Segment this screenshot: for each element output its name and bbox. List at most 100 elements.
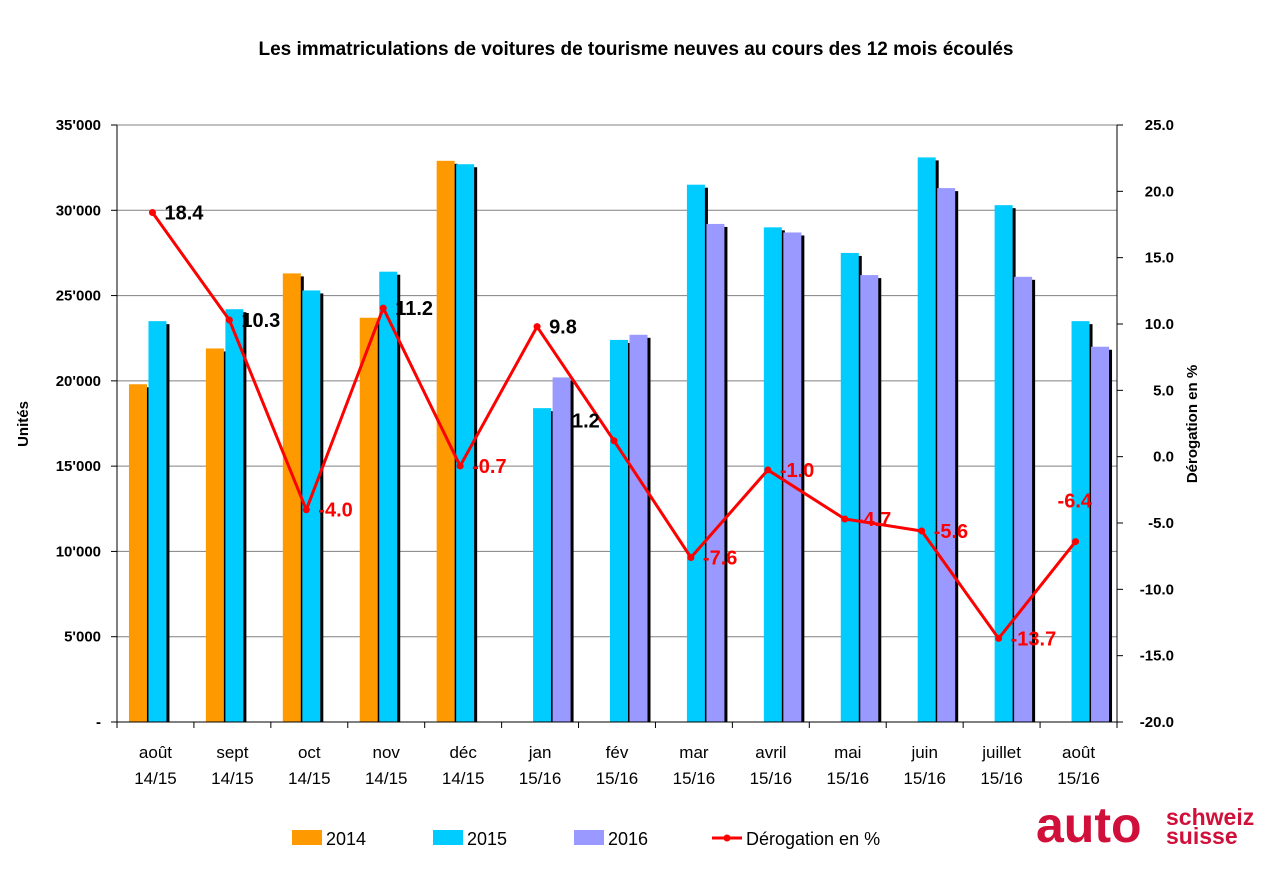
bar-2016 bbox=[937, 188, 956, 722]
y-tick-label: 30'000 bbox=[56, 202, 101, 219]
y2-tick-label: 20.0 bbox=[1145, 183, 1174, 200]
legend-swatch-2014 bbox=[292, 830, 322, 845]
bar-2015 bbox=[379, 271, 398, 722]
x-tick-label: 14/15 bbox=[442, 769, 485, 788]
derogation-data-label: 9.8 bbox=[549, 317, 577, 339]
legend-swatch-2016 bbox=[574, 830, 604, 845]
y-tick-label: 20'000 bbox=[56, 373, 101, 390]
bar-2015 bbox=[686, 184, 705, 722]
bar-2014 bbox=[128, 384, 147, 722]
x-tick-label: déc bbox=[449, 743, 477, 762]
derogation-point bbox=[379, 304, 387, 312]
derogation-data-label: -4.0 bbox=[318, 500, 352, 522]
x-tick-label: 15/16 bbox=[596, 769, 639, 788]
bar-2014 bbox=[205, 348, 224, 722]
x-tick-label: oct bbox=[298, 743, 321, 762]
y-tick-label: 25'000 bbox=[56, 288, 101, 305]
y2-tick-label: 15.0 bbox=[1145, 250, 1174, 267]
legend: 2014 2015 2016 Dérogation en % bbox=[292, 829, 880, 849]
chart-title: Les immatriculations de voitures de tour… bbox=[259, 39, 1014, 60]
logo-auto-text: auto bbox=[1036, 797, 1142, 853]
y2-tick-label: 25.0 bbox=[1145, 117, 1174, 134]
bar-2015 bbox=[840, 252, 859, 722]
derogation-data-label: -13.7 bbox=[1011, 628, 1057, 650]
x-tick-label: 15/16 bbox=[1057, 769, 1100, 788]
derogation-data-label: 18.4 bbox=[164, 203, 204, 225]
legend-label: 2015 bbox=[467, 829, 507, 849]
autoschweiz-logo: auto schweiz suisse bbox=[1036, 797, 1254, 853]
x-tick-label: jan bbox=[528, 743, 552, 762]
x-tick-label: 14/15 bbox=[288, 769, 331, 788]
logo-suisse-text: suisse bbox=[1166, 823, 1238, 849]
y2-tick-label: 5.0 bbox=[1153, 382, 1174, 399]
bar-2015 bbox=[225, 309, 244, 722]
bar-2016 bbox=[1014, 276, 1033, 722]
x-tick-label: juillet bbox=[981, 743, 1021, 762]
derogation-line: 18.4 10.3 -4.0 11.2 -0.7 9.8 1.2 -7.6 -1.0 -4.7 -5… bbox=[148, 203, 1093, 650]
bar-2015 bbox=[994, 205, 1013, 722]
x-tick-label: 15/16 bbox=[980, 769, 1023, 788]
derogation-data-label: -4.7 bbox=[857, 509, 891, 531]
derogation-data-label: 11.2 bbox=[395, 298, 433, 320]
bar-2015 bbox=[610, 339, 628, 722]
bar-2014 bbox=[436, 160, 455, 722]
x-tick-label: mai bbox=[834, 743, 861, 762]
bar-2015 bbox=[1071, 321, 1090, 722]
derogation-point bbox=[918, 527, 926, 535]
bar-2016 bbox=[706, 223, 725, 722]
legend-label: 2014 bbox=[326, 829, 366, 849]
x-tick-label: 14/15 bbox=[134, 769, 177, 788]
bar-2015 bbox=[917, 157, 936, 722]
y-tick-label: 5'000 bbox=[64, 629, 101, 646]
y2-tick-label: -15.0 bbox=[1140, 648, 1174, 665]
bar-2015 bbox=[302, 290, 321, 722]
x-tick-label: juin bbox=[910, 743, 937, 762]
derogation-data-label: -0.7 bbox=[472, 456, 506, 478]
x-tick-label: août bbox=[1062, 743, 1095, 762]
y-tick-label: 15'000 bbox=[56, 458, 101, 475]
bar-2015 bbox=[148, 321, 167, 722]
x-tick-label: 15/16 bbox=[826, 769, 869, 788]
derogation-point bbox=[841, 515, 849, 523]
derogation-point bbox=[687, 553, 695, 561]
y2-tick-label: 10.0 bbox=[1145, 316, 1174, 333]
derogation-point bbox=[764, 466, 772, 474]
derogation-point bbox=[148, 209, 156, 217]
bar-2016 bbox=[1091, 346, 1110, 722]
bar-2015 bbox=[456, 164, 475, 722]
derogation-point bbox=[456, 462, 464, 470]
derogation-data-label: -6.4 bbox=[1058, 491, 1093, 513]
axes: - 5'000 10'000 15'000 20'000 25'000 30'000 35'0… bbox=[56, 117, 1174, 788]
derogation-data-label: -1.0 bbox=[780, 460, 814, 482]
x-tick-label: fév bbox=[606, 743, 629, 762]
y2-tick-label: -5.0 bbox=[1148, 515, 1174, 532]
y2-axis-label: Dérogation en % bbox=[1184, 365, 1201, 483]
y-tick-label: - bbox=[96, 714, 101, 731]
bar-2014 bbox=[282, 273, 301, 722]
derogation-point bbox=[610, 437, 618, 445]
x-tick-label: 14/15 bbox=[211, 769, 254, 788]
x-tick-label: 15/16 bbox=[673, 769, 716, 788]
bar-2016 bbox=[860, 275, 879, 722]
bars bbox=[128, 157, 1113, 723]
x-tick-label: nov bbox=[373, 743, 401, 762]
bar-2015 bbox=[533, 408, 552, 722]
derogation-point bbox=[533, 323, 541, 331]
bar-2016 bbox=[552, 377, 571, 722]
legend-swatch-2015 bbox=[433, 830, 463, 845]
legend-label: 2016 bbox=[608, 829, 648, 849]
y2-tick-label: -10.0 bbox=[1140, 581, 1174, 598]
derogation-data-label: -5.6 bbox=[934, 521, 968, 543]
y-tick-label: 10'000 bbox=[56, 543, 101, 560]
x-tick-label: mar bbox=[679, 743, 709, 762]
derogation-data-label: 10.3 bbox=[241, 310, 280, 332]
x-tick-label: 15/16 bbox=[519, 769, 562, 788]
derogation-point bbox=[1072, 538, 1080, 546]
y2-tick-label: -20.0 bbox=[1140, 714, 1174, 731]
derogation-point bbox=[225, 316, 233, 324]
x-tick-label: avril bbox=[755, 743, 786, 762]
x-tick-label: août bbox=[139, 743, 172, 762]
bar-2014 bbox=[359, 317, 378, 722]
legend-label: Dérogation en % bbox=[746, 829, 880, 849]
bar-2016 bbox=[783, 232, 802, 722]
